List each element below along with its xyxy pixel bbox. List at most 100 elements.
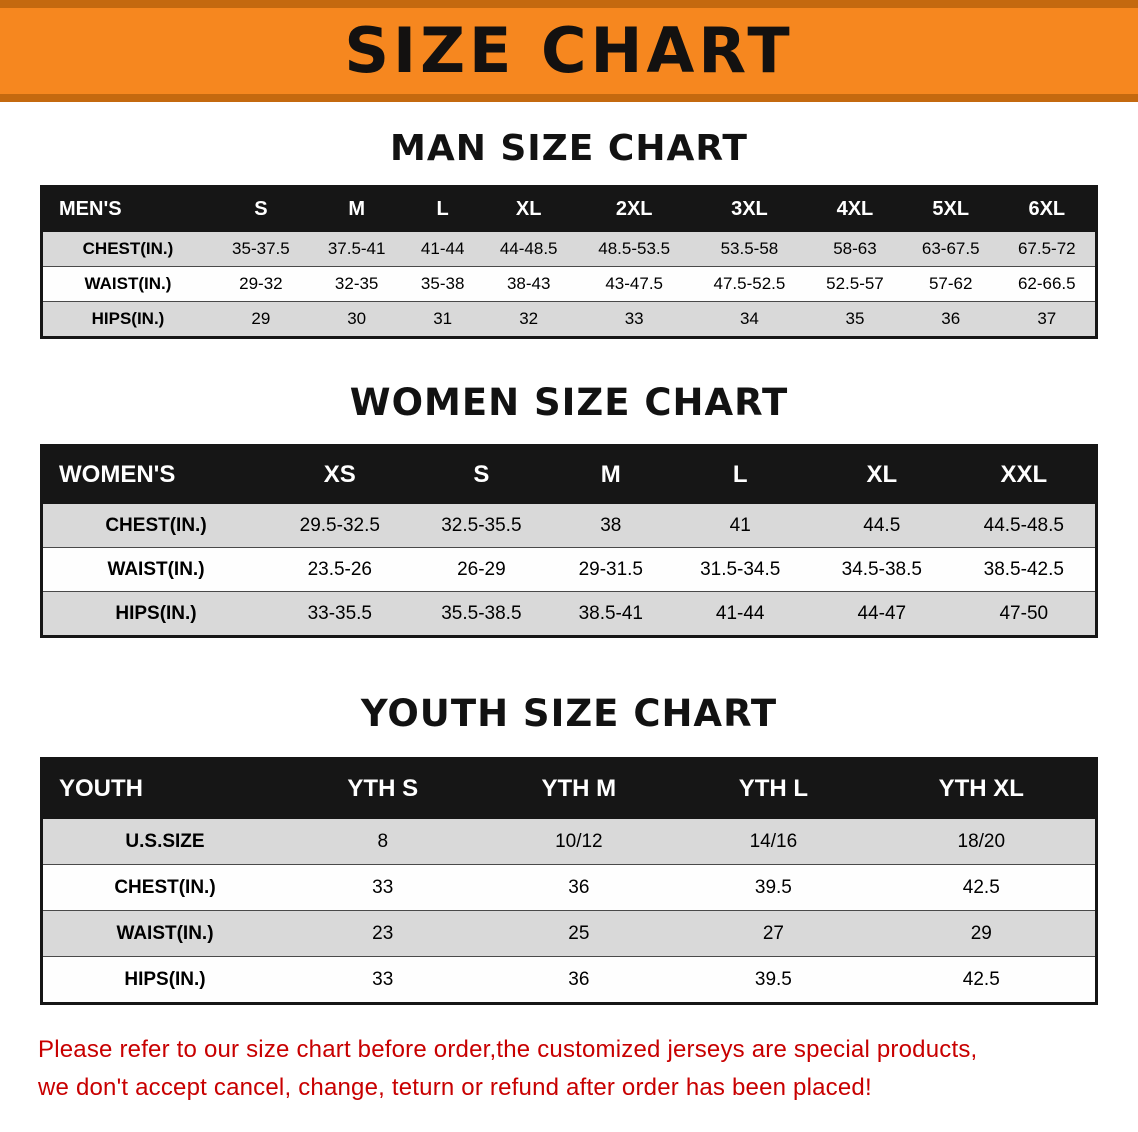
youth-size-table: YOUTH YTH S YTH M YTH L YTH XL U.S.SIZE 8 10/12… <box>40 757 1098 1005</box>
size-column-header: 3XL <box>691 186 808 232</box>
measurement-label: CHEST(IN.) <box>41 864 287 911</box>
disclaimer: Please refer to our size chart before or… <box>38 1031 1100 1108</box>
size-value: 53.5-58 <box>691 231 808 267</box>
size-value: 36 <box>478 956 680 1004</box>
size-value: 27 <box>679 910 868 957</box>
size-value: 33 <box>576 301 692 338</box>
measurement-label: HIPS(IN.) <box>41 301 213 338</box>
size-value: 37 <box>998 301 1097 338</box>
measurement-row: WAIST(IN.) 23 25 27 29 <box>41 910 1097 957</box>
measurement-row: WAIST(IN.) 29-32 32-35 35-38 38-43 43-47.5 47.… <box>41 266 1097 302</box>
size-value: 36 <box>902 301 999 338</box>
measurement-row: CHEST(IN.) 35-37.5 37.5-41 41-44 44-48.5 48.5… <box>41 231 1097 267</box>
size-value: 48.5-53.5 <box>576 231 692 267</box>
size-column-header: L <box>669 445 811 504</box>
size-value: 29-31.5 <box>552 547 670 592</box>
women-size-table: WOMEN'S XS S M L XL XXL CHEST(IN.) 29.5-32.5 32.5… <box>40 444 1098 638</box>
size-value: 57-62 <box>902 266 999 302</box>
size-column-header: YTH L <box>679 758 868 819</box>
size-column-header: YTH S <box>287 758 479 819</box>
size-column-header: YTH XL <box>867 758 1097 819</box>
size-value: 44.5 <box>811 503 953 548</box>
size-column-header: XXL <box>952 445 1097 504</box>
measurement-label: HIPS(IN.) <box>41 956 287 1004</box>
size-column-header: S <box>410 445 553 504</box>
measurement-row: U.S.SIZE 8 10/12 14/16 18/20 <box>41 818 1097 865</box>
size-value: 29 <box>867 910 1097 957</box>
measurement-label: U.S.SIZE <box>41 818 287 865</box>
measurement-label: CHEST(IN.) <box>41 503 269 548</box>
size-value: 30 <box>308 301 405 338</box>
size-value: 37.5-41 <box>308 231 405 267</box>
size-value: 38.5-42.5 <box>952 547 1097 592</box>
youth-size-chart-section: YOUTH SIZE CHART YOUTH YTH S YTH M YTH L YTH… <box>0 638 1138 1005</box>
size-value: 34.5-38.5 <box>811 547 953 592</box>
size-column-header: S <box>213 186 309 232</box>
size-value: 39.5 <box>679 956 868 1004</box>
measurement-label: WAIST(IN.) <box>41 266 213 302</box>
measurement-row: HIPS(IN.) 33 36 39.5 42.5 <box>41 956 1097 1004</box>
disclaimer-line-2: we don't accept cancel, change, teturn o… <box>38 1074 872 1102</box>
size-value: 38.5-41 <box>552 591 670 637</box>
size-value: 52.5-57 <box>807 266 903 302</box>
size-column-header: 5XL <box>902 186 999 232</box>
size-value: 47.5-52.5 <box>691 266 808 302</box>
size-value: 34 <box>691 301 808 338</box>
measurement-label: CHEST(IN.) <box>41 231 213 267</box>
measurement-row: HIPS(IN.) 29 30 31 32 33 34 35 36 37 <box>41 301 1097 338</box>
size-value: 8 <box>287 818 479 865</box>
size-value: 43-47.5 <box>576 266 692 302</box>
size-value: 41-44 <box>669 591 811 637</box>
size-value: 29 <box>213 301 309 338</box>
table-corner-label: WOMEN'S <box>41 445 269 504</box>
size-value: 44-47 <box>811 591 953 637</box>
measurement-row: WAIST(IN.) 23.5-26 26-29 29-31.5 31.5-34.5 34… <box>41 547 1097 592</box>
size-value: 31.5-34.5 <box>669 547 811 592</box>
size-value: 38 <box>552 503 670 548</box>
men-size-table: MEN'S S M L XL 2XL 3XL 4XL 5XL 6XL CHEST(IN.) 35-37… <box>40 185 1098 339</box>
men-size-chart-section: MAN SIZE CHART MEN'S S M L XL 2XL 3XL 4XL 5XL 6XL… <box>0 102 1138 339</box>
size-value: 31 <box>404 301 481 338</box>
size-column-header: XL <box>480 186 577 232</box>
table-header-row: YOUTH YTH S YTH M YTH L YTH XL <box>41 758 1097 819</box>
size-value: 62-66.5 <box>998 266 1097 302</box>
measurement-row: CHEST(IN.) 29.5-32.5 32.5-35.5 38 41 44.5 44.5… <box>41 503 1097 548</box>
size-value: 67.5-72 <box>998 231 1097 267</box>
disclaimer-line-1: Please refer to our size chart before or… <box>38 1036 978 1063</box>
youth-section-heading: YOUTH SIZE CHART <box>360 692 778 735</box>
size-value: 35-38 <box>404 266 481 302</box>
size-column-header: YTH M <box>478 758 680 819</box>
size-column-header: 4XL <box>807 186 903 232</box>
measurement-label: HIPS(IN.) <box>41 591 269 637</box>
size-value: 29.5-32.5 <box>269 503 411 548</box>
banner: SIZE CHART <box>0 0 1138 102</box>
size-value: 10/12 <box>478 818 680 865</box>
size-value: 23.5-26 <box>269 547 411 592</box>
size-value: 44-48.5 <box>480 231 577 267</box>
size-column-header: M <box>552 445 670 504</box>
size-value: 18/20 <box>867 818 1097 865</box>
size-column-header: XL <box>811 445 953 504</box>
women-size-chart-section: WOMEN SIZE CHART WOMEN'S XS S M L XL XXL CHEST(… <box>0 339 1138 638</box>
size-value: 36 <box>478 864 680 911</box>
size-value: 38-43 <box>480 266 577 302</box>
size-value: 58-63 <box>807 231 903 267</box>
measurement-label: WAIST(IN.) <box>41 547 269 592</box>
size-value: 29-32 <box>213 266 309 302</box>
size-column-header: 2XL <box>576 186 692 232</box>
size-value: 35.5-38.5 <box>410 591 553 637</box>
size-value: 42.5 <box>867 864 1097 911</box>
size-value: 33-35.5 <box>269 591 411 637</box>
size-value: 23 <box>287 910 479 957</box>
size-value: 32 <box>480 301 577 338</box>
measurement-row: CHEST(IN.) 33 36 39.5 42.5 <box>41 864 1097 911</box>
size-value: 35 <box>807 301 903 338</box>
size-column-header: 6XL <box>998 186 1097 232</box>
women-section-heading: WOMEN SIZE CHART <box>349 381 789 424</box>
size-value: 25 <box>478 910 680 957</box>
size-column-header: XS <box>269 445 411 504</box>
size-value: 14/16 <box>679 818 868 865</box>
size-column-header: M <box>308 186 405 232</box>
table-header-row: MEN'S S M L XL 2XL 3XL 4XL 5XL 6XL <box>41 186 1097 232</box>
